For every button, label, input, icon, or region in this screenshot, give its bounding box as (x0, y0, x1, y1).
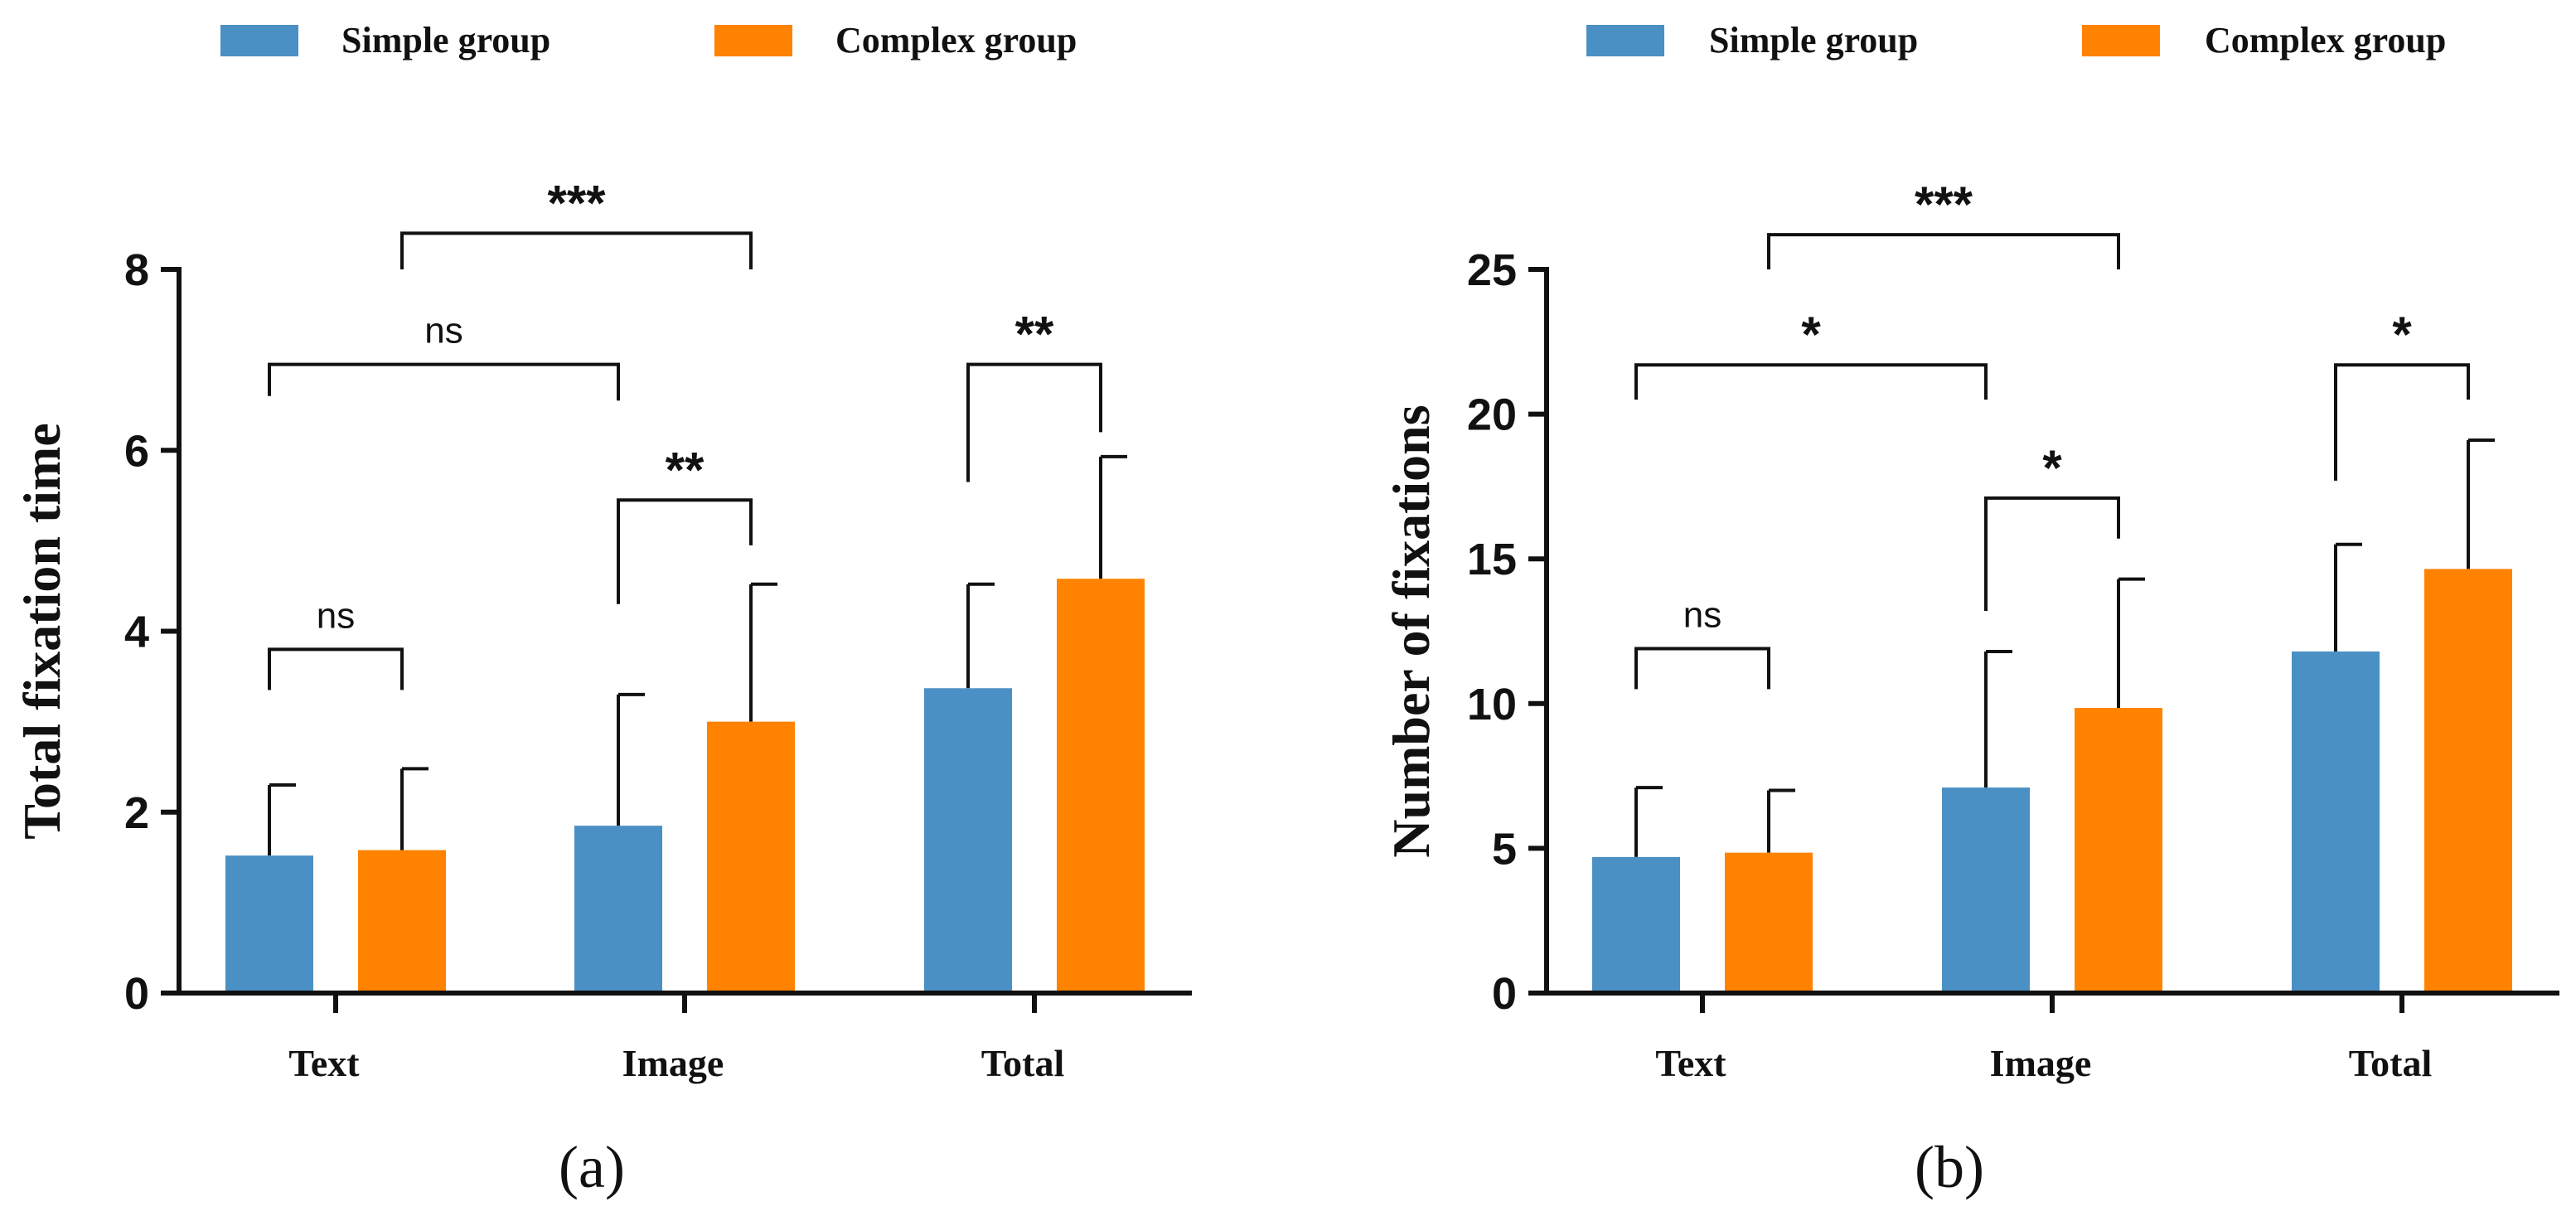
bar-simple-image (1942, 787, 2030, 993)
significance-label: *** (1915, 177, 1973, 232)
significance-label: *** (547, 175, 606, 230)
y-tick-label: 10 (1467, 680, 1517, 729)
significance-bracket (2334, 363, 2470, 481)
y-tick-label: 0 (1492, 969, 1517, 1019)
significance-bracket (268, 647, 404, 690)
significance-bracket (1984, 496, 2120, 612)
legend-swatch-simple (220, 25, 298, 56)
x-tick-label-total: Total (981, 1042, 1065, 1084)
legend-swatch-complex (714, 25, 792, 56)
significance-label: * (2392, 307, 2412, 362)
bar-simple-total (924, 688, 1012, 993)
legend-swatch-complex (2082, 25, 2160, 56)
x-tick-label-image: Image (1990, 1042, 2092, 1084)
significance-bracket (1767, 233, 2120, 269)
significance-label: ** (666, 442, 705, 497)
y-tick-label: 20 (1467, 390, 1517, 440)
y-tick-label: 0 (124, 969, 149, 1019)
y-tick-label: 5 (1492, 824, 1517, 874)
y-axis-title: Number of fixations (1382, 405, 1441, 857)
bar-simple-total (2292, 651, 2380, 993)
bar-simple-image (574, 826, 662, 993)
legend-label-complex: Complex group (835, 20, 1077, 61)
significance-label: * (2042, 440, 2062, 496)
significance-label: * (1801, 307, 1821, 362)
significance-bracket (617, 498, 753, 604)
significance-bracket (1634, 647, 1770, 690)
significance-label: ** (1015, 307, 1054, 362)
y-tick-label: 25 (1467, 245, 1517, 295)
y-tick-label: 2 (124, 788, 149, 838)
legend-label-simple: Simple group (341, 20, 550, 61)
legend-label-complex: Complex group (2205, 20, 2446, 61)
y-tick-label: 15 (1467, 535, 1517, 584)
bar-complex-image (707, 721, 795, 993)
x-tick-label-image: Image (622, 1042, 724, 1084)
legend-label-simple: Simple group (1709, 20, 1918, 61)
significance-bracket (1634, 363, 1988, 400)
significance-label: ns (1683, 594, 1721, 635)
y-tick-label: 4 (124, 608, 149, 657)
significance-bracket (400, 231, 753, 269)
y-axis-title: Total fixation time (12, 423, 71, 840)
bar-complex-total (2424, 569, 2512, 993)
bar-simple-text (225, 855, 313, 993)
bar-simple-text (1592, 856, 1680, 993)
x-tick-label-text: Text (288, 1042, 360, 1084)
significance-label: ns (424, 311, 462, 351)
panel-label: (b) (1915, 1134, 1984, 1200)
bar-complex-text (358, 850, 446, 993)
bar-complex-total (1057, 579, 1145, 993)
significance-label: ns (317, 595, 355, 636)
panel-label: (a) (559, 1134, 625, 1200)
y-tick-label: 8 (124, 245, 149, 295)
bar-complex-image (2075, 708, 2162, 993)
x-tick-label-total: Total (2349, 1042, 2433, 1084)
significance-bracket (268, 362, 620, 401)
chart-panel-a: Simple group Complex group 0 2 4 6 8 Text Image T… (12, 20, 1192, 1200)
legend-swatch-simple (1586, 25, 1664, 56)
bar-complex-text (1725, 852, 1813, 993)
chart-panel-b: Simple group Complex group 0 5 10 15 20 25 Text I… (1382, 20, 2559, 1200)
x-tick-label-text: Text (1655, 1042, 1726, 1084)
significance-bracket (966, 362, 1102, 482)
y-tick-label: 6 (124, 426, 149, 476)
